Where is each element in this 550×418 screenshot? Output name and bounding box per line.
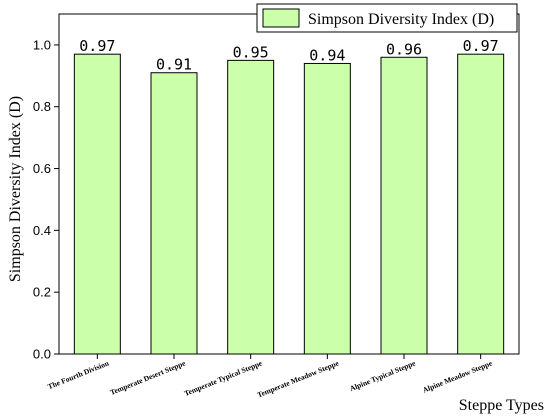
data-label-1: 0.91 <box>156 56 192 74</box>
bar-1 <box>150 72 198 355</box>
legend-swatch <box>262 8 300 28</box>
data-labels-group: 0.97 0.91 0.95 0.94 0.96 0.97 <box>79 37 498 74</box>
legend: Simpson Diversity Index (D) <box>256 3 518 33</box>
bar-0 <box>73 53 121 355</box>
y-axis-ticks: 0.0 0.2 0.4 0.6 0.8 1.0 <box>33 37 59 362</box>
y-tick-label-5: 1.0 <box>33 37 51 52</box>
x-tick-label-3: Temperate Meadow Steppe <box>256 358 341 399</box>
x-tick-label-1: Temperate Desert Steppe <box>109 358 188 397</box>
bar-3 <box>303 62 351 355</box>
bar-5 <box>457 53 505 355</box>
plot-frame <box>58 13 520 355</box>
bar-2 <box>227 59 275 355</box>
bar-4 <box>380 56 428 355</box>
y-tick-label-2: 0.4 <box>33 223 51 238</box>
legend-box <box>256 3 518 33</box>
x-tick-label-2: Temperate Typical Steppe <box>183 358 264 398</box>
y-tick-label-3: 0.6 <box>33 161 51 176</box>
data-label-3: 0.94 <box>309 46 345 64</box>
y-axis-title: Simpson Diversity Index (D) <box>7 96 24 282</box>
y-tick-label-4: 0.8 <box>33 99 51 114</box>
x-tick-label-4: Alpine Typical Steppe <box>348 358 417 393</box>
bars-group <box>73 53 505 355</box>
data-label-2: 0.95 <box>233 43 269 61</box>
x-tick-label-5: Alpine Meadow Steppe <box>421 358 494 394</box>
y-tick-label-0: 0.0 <box>33 347 51 362</box>
data-label-5: 0.97 <box>463 37 499 55</box>
data-label-4: 0.96 <box>386 40 422 58</box>
legend-label: Simpson Diversity Index (D) <box>308 11 494 28</box>
x-axis-title: Steppe Types <box>459 397 544 414</box>
x-tick-label-0: The Fourth Division <box>46 358 110 391</box>
y-tick-label-1: 0.2 <box>33 285 51 300</box>
data-label-0: 0.97 <box>79 37 115 55</box>
